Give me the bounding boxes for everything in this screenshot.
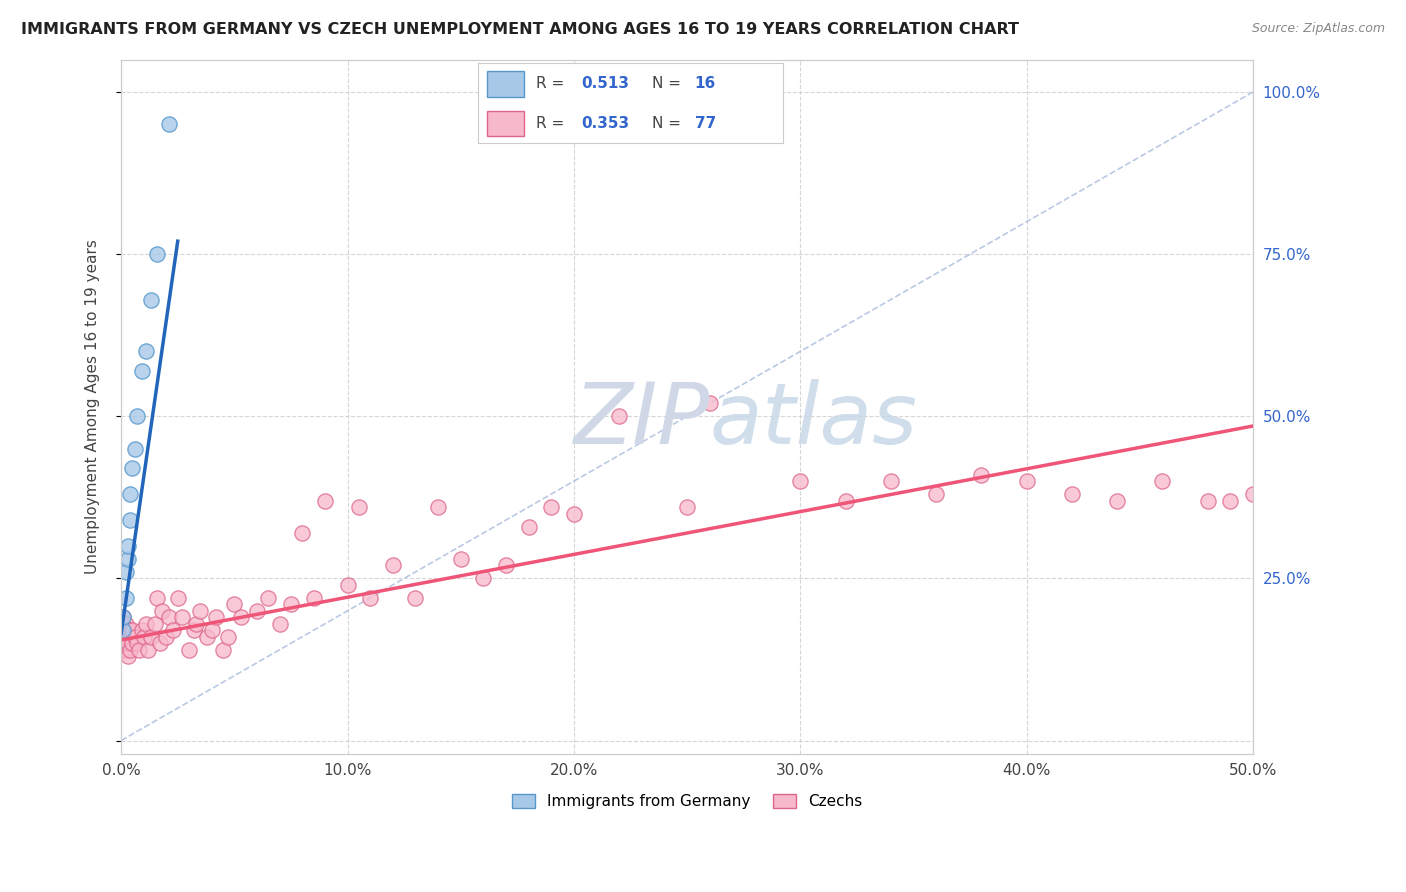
Point	[177, 642, 200, 657]
Point	[120, 624, 142, 638]
Point	[166, 591, 188, 605]
Point	[172, 610, 194, 624]
Point	[212, 642, 235, 657]
Point	[135, 344, 157, 359]
Point	[112, 630, 135, 644]
Point	[157, 610, 180, 624]
Point	[135, 616, 157, 631]
Text: ZIP: ZIP	[574, 379, 710, 462]
Point	[1015, 474, 1038, 488]
Point	[112, 642, 135, 657]
Point	[114, 630, 136, 644]
Point	[1219, 493, 1241, 508]
Point	[347, 500, 370, 514]
Point	[117, 539, 139, 553]
Point	[1241, 487, 1264, 501]
Point	[427, 500, 450, 514]
Point	[139, 293, 162, 307]
Point	[120, 513, 142, 527]
Point	[124, 442, 146, 456]
Point	[246, 604, 269, 618]
Point	[143, 616, 166, 631]
Point	[114, 591, 136, 605]
Point	[114, 616, 136, 631]
Point	[699, 396, 721, 410]
Point	[789, 474, 811, 488]
Point	[404, 591, 426, 605]
Point	[121, 461, 143, 475]
Point	[314, 493, 336, 508]
Point	[146, 591, 169, 605]
Point	[149, 636, 172, 650]
Point	[131, 364, 153, 378]
Point	[184, 616, 207, 631]
Point	[117, 649, 139, 664]
Point	[117, 624, 139, 638]
Point	[112, 624, 135, 638]
Point	[150, 604, 173, 618]
Point	[157, 118, 180, 132]
Point	[834, 493, 856, 508]
Point	[269, 616, 291, 631]
Point	[114, 642, 136, 657]
Legend: Immigrants from Germany, Czechs: Immigrants from Germany, Czechs	[506, 788, 869, 815]
Point	[1152, 474, 1174, 488]
Point	[676, 500, 699, 514]
Point	[132, 630, 155, 644]
Point	[112, 624, 135, 638]
Point	[139, 630, 162, 644]
Point	[517, 519, 540, 533]
Point	[125, 409, 148, 424]
Point	[121, 624, 143, 638]
Point	[229, 610, 252, 624]
Point	[131, 624, 153, 638]
Point	[880, 474, 903, 488]
Point	[291, 526, 314, 541]
Point	[125, 636, 148, 650]
Point	[224, 598, 246, 612]
Point	[450, 552, 472, 566]
Point	[336, 578, 359, 592]
Point	[1197, 493, 1219, 508]
Point	[540, 500, 562, 514]
Y-axis label: Unemployment Among Ages 16 to 19 years: Unemployment Among Ages 16 to 19 years	[86, 239, 100, 574]
Text: IMMIGRANTS FROM GERMANY VS CZECH UNEMPLOYMENT AMONG AGES 16 TO 19 YEARS CORRELAT: IMMIGRANTS FROM GERMANY VS CZECH UNEMPLO…	[21, 22, 1019, 37]
Text: Source: ZipAtlas.com: Source: ZipAtlas.com	[1251, 22, 1385, 36]
Point	[117, 636, 139, 650]
Point	[1060, 487, 1083, 501]
Point	[1107, 493, 1129, 508]
Point	[112, 610, 135, 624]
Point	[114, 636, 136, 650]
Text: atlas: atlas	[710, 379, 918, 462]
Point	[280, 598, 302, 612]
Point	[925, 487, 948, 501]
Point	[472, 571, 495, 585]
Point	[136, 642, 159, 657]
Point	[128, 642, 150, 657]
Point	[190, 604, 212, 618]
Point	[155, 630, 177, 644]
Point	[201, 624, 224, 638]
Point	[359, 591, 381, 605]
Point	[162, 624, 184, 638]
Point	[183, 624, 205, 638]
Point	[970, 467, 993, 482]
Point	[146, 247, 169, 261]
Point	[495, 558, 517, 573]
Point	[114, 565, 136, 579]
Point	[257, 591, 280, 605]
Point	[195, 630, 218, 644]
Point	[381, 558, 404, 573]
Point	[205, 610, 228, 624]
Point	[120, 487, 142, 501]
Point	[117, 552, 139, 566]
Point	[607, 409, 630, 424]
Point	[120, 642, 142, 657]
Point	[124, 630, 146, 644]
Point	[121, 636, 143, 650]
Point	[562, 507, 585, 521]
Point	[302, 591, 325, 605]
Point	[112, 610, 135, 624]
Point	[217, 630, 239, 644]
